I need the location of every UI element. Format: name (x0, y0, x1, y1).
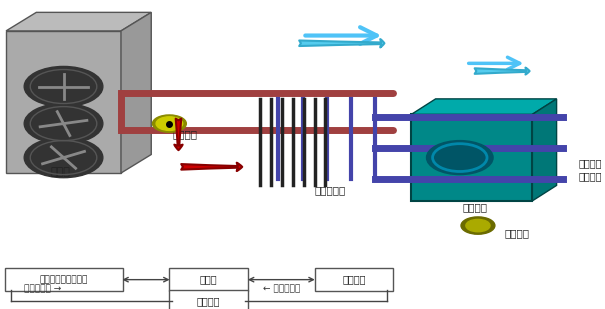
FancyBboxPatch shape (411, 114, 532, 201)
Circle shape (461, 217, 495, 234)
FancyBboxPatch shape (4, 268, 122, 291)
Polygon shape (121, 12, 151, 173)
Text: 冷冻水泵: 冷冻水泵 (505, 228, 530, 238)
Text: ← 冷冻水回路: ← 冷冻水回路 (263, 284, 301, 293)
Circle shape (24, 66, 103, 107)
Text: 冷却盘管: 冷却盘管 (342, 275, 365, 285)
FancyBboxPatch shape (169, 268, 248, 291)
Polygon shape (411, 99, 557, 114)
Text: 接至机房
水冷设备: 接至机房 水冷设备 (578, 158, 601, 181)
Circle shape (152, 115, 186, 132)
Text: 冷却水泵: 冷却水泵 (172, 129, 197, 139)
Circle shape (24, 138, 103, 178)
Circle shape (156, 117, 183, 130)
Text: 板式换热器: 板式换热器 (314, 185, 345, 195)
FancyBboxPatch shape (315, 268, 393, 291)
Text: 冷却塔: 冷却塔 (51, 167, 70, 176)
Text: 冷水机组: 冷水机组 (197, 296, 220, 306)
Circle shape (24, 104, 103, 144)
Circle shape (466, 219, 490, 232)
Text: 冷却塔或干式冷却器: 冷却塔或干式冷却器 (39, 275, 88, 284)
Text: 换热器: 换热器 (200, 275, 218, 285)
Polygon shape (532, 99, 557, 201)
FancyBboxPatch shape (169, 290, 248, 309)
FancyBboxPatch shape (6, 31, 121, 173)
Text: 冷水机组: 冷水机组 (463, 202, 488, 212)
Polygon shape (6, 12, 151, 31)
Circle shape (427, 141, 493, 175)
Text: 冷却水回路 →: 冷却水回路 → (24, 284, 62, 293)
